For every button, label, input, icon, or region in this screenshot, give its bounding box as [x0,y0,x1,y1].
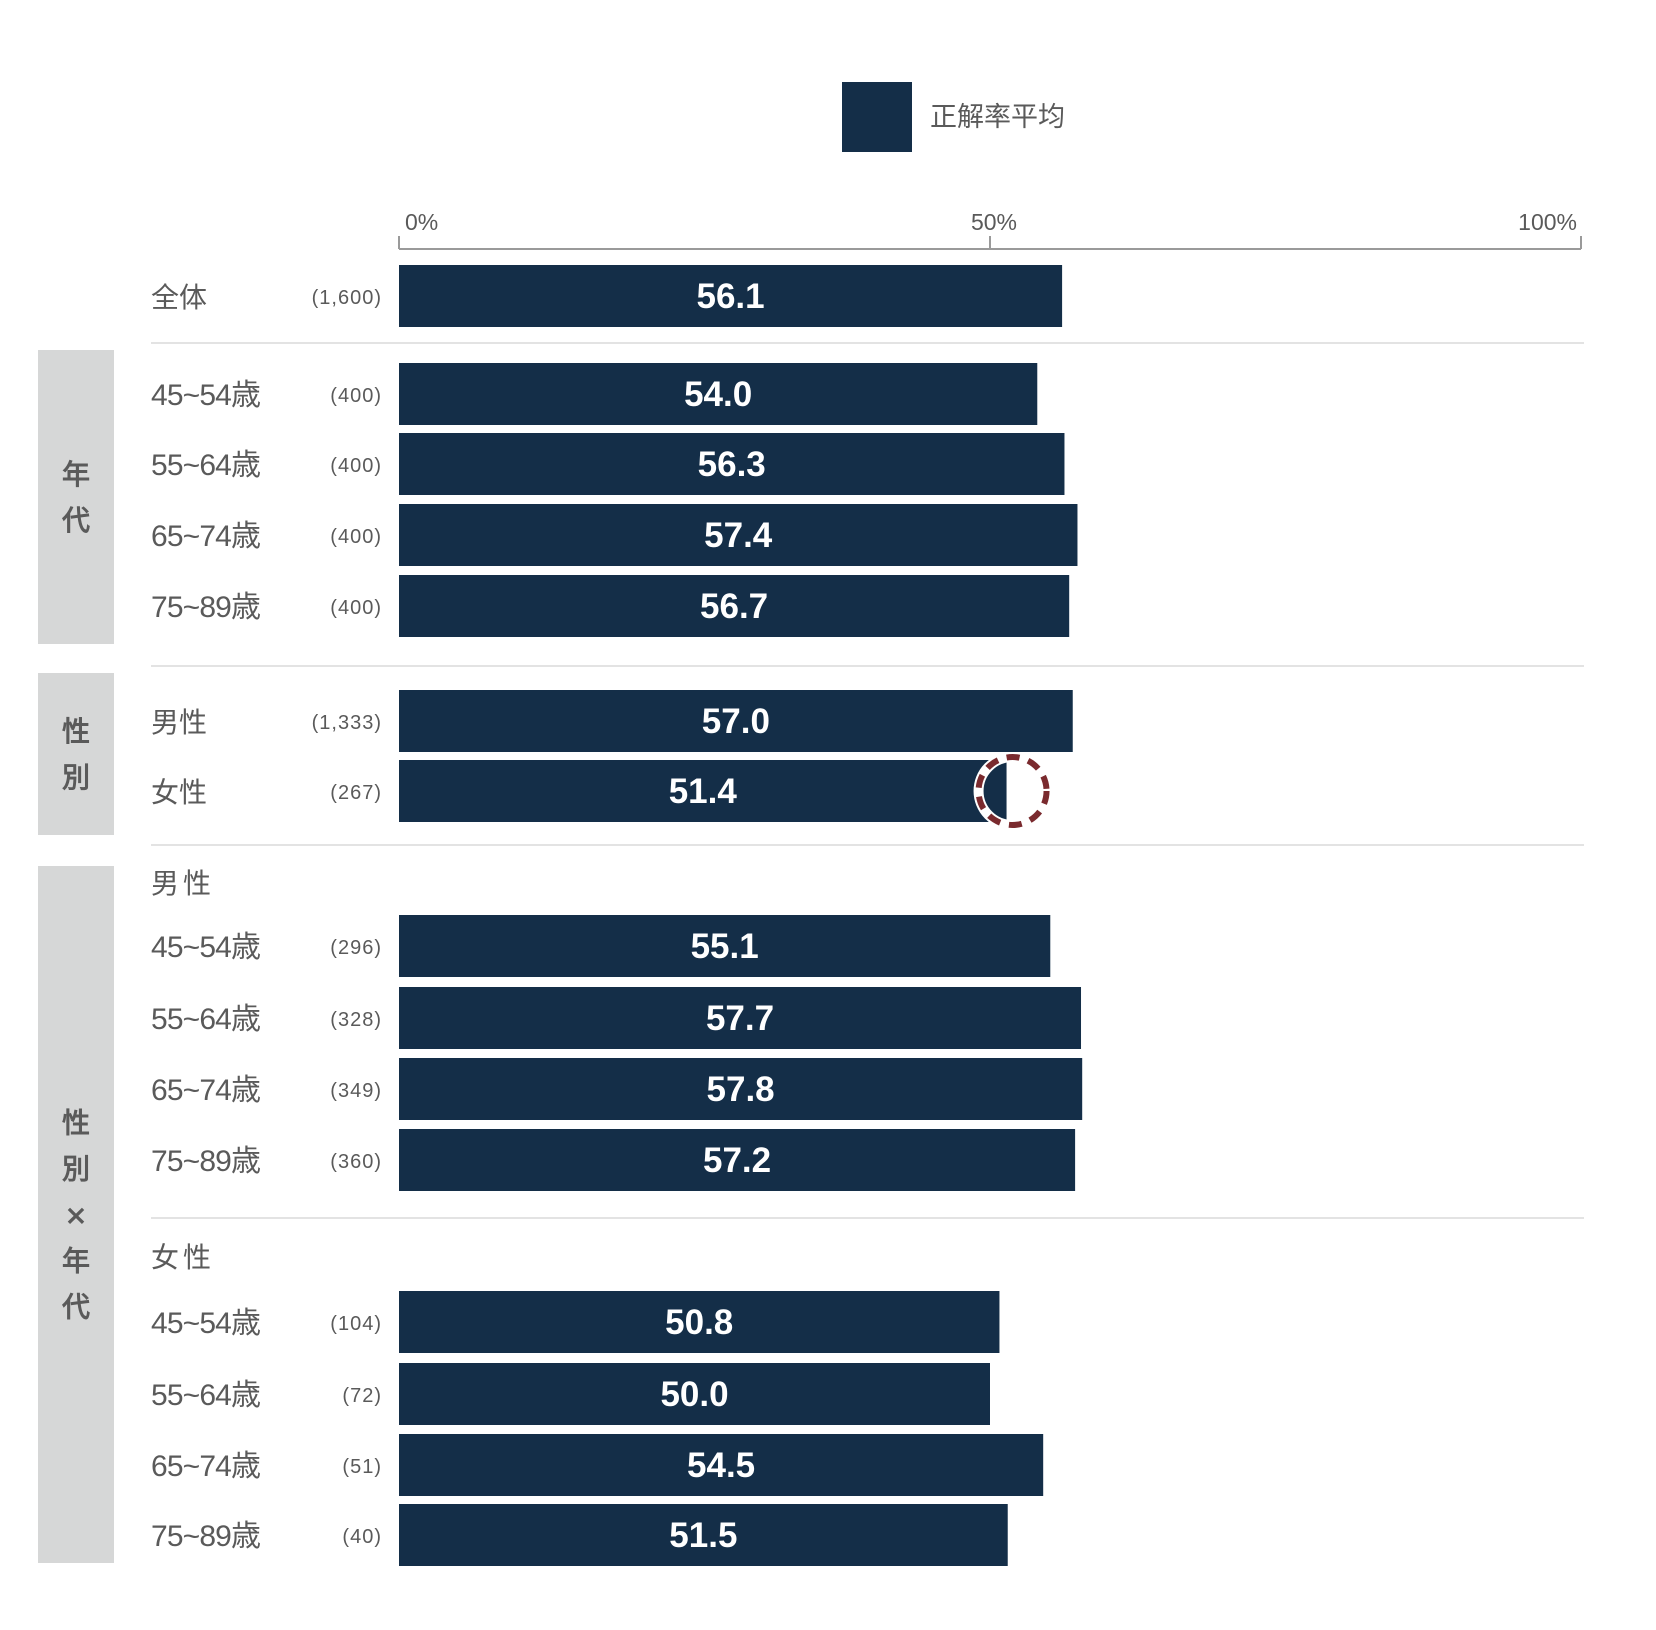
chart-rows: 全体 (1,600) 56.1 45~54歳 (400) 54.0 55~64歳 (400) 5… [151,265,1083,1566]
data-label: 57.8 [707,1070,775,1109]
data-label: 56.3 [698,445,766,484]
sample-size-label: (1,600) [312,287,382,309]
data-label: 50.0 [660,1375,728,1414]
group-label: 性別×年代 [61,1107,90,1324]
category-label: 65~74歳 [151,1074,261,1107]
subgroup-header: 女性 [151,1241,215,1274]
bar [399,504,1078,566]
category-label: 55~64歳 [151,1003,261,1036]
category-label: 全体 [151,281,207,314]
sample-size-label: (296) [330,937,382,959]
data-label: 50.8 [665,1303,733,1342]
bar [399,1129,1076,1191]
category-label: 65~74歳 [151,1450,261,1483]
data-label: 57.2 [703,1141,771,1180]
x-axis: 0% 50% 100% [398,209,1582,250]
bar [399,1434,1044,1496]
x-tick-label-0: 0% [405,209,438,235]
category-label: 45~54歳 [151,931,261,964]
bar [399,265,1063,327]
legend-swatch [842,82,912,152]
category-label: 75~89歳 [151,1520,261,1553]
sample-size-label: (51) [342,1456,382,1478]
bar [399,1363,990,1425]
sample-size-label: (400) [330,455,382,477]
data-label: 56.1 [696,277,764,316]
category-label: 女性 [151,776,207,809]
sample-size-label: (328) [330,1009,382,1031]
category-label: 45~54歳 [151,1307,261,1340]
bar [399,363,1038,425]
legend: 正解率平均 [842,82,1065,152]
legend-label: 正解率平均 [930,102,1065,133]
data-label: 56.7 [700,587,768,626]
category-label: 55~64歳 [151,1379,261,1412]
data-label: 51.5 [669,1516,737,1555]
category-label: 55~64歳 [151,449,261,482]
sample-size-label: (349) [330,1080,382,1102]
bar [399,915,1051,977]
sample-size-label: (267) [330,782,382,804]
group-band [38,866,114,1563]
sample-size-label: (400) [330,526,382,548]
x-tick-label-50: 50% [971,209,1017,235]
group-label: 性別 [62,715,90,794]
sample-size-label: (72) [342,1385,382,1407]
bar [399,1504,1008,1566]
category-label: 45~54歳 [151,379,261,412]
sample-size-label: (360) [330,1151,382,1173]
data-label: 54.0 [684,375,752,414]
data-label: 55.1 [691,927,759,966]
subgroup-header: 男性 [151,867,215,900]
category-label: 男性 [151,706,207,739]
bar [399,433,1065,495]
sample-size-label: (40) [342,1526,382,1548]
category-label: 75~89歳 [151,591,261,624]
data-label: 57.7 [706,999,774,1038]
bar [399,575,1070,637]
data-label: 54.5 [687,1446,755,1485]
bar [399,1291,1000,1353]
bar [399,760,1007,822]
data-label: 51.4 [669,772,738,811]
highlight-ring [975,754,1050,828]
category-label: 65~74歳 [151,520,261,553]
category-label: 75~89歳 [151,1145,261,1178]
sample-size-label: (1,333) [312,712,382,734]
data-label: 57.4 [704,516,773,555]
x-tick-label-100: 100% [1518,209,1577,235]
sample-size-label: (400) [330,597,382,619]
group-band [38,350,114,644]
bar [399,1058,1083,1120]
row-separators [151,342,1584,1219]
bar [399,690,1073,752]
sample-size-label: (104) [330,1313,382,1335]
highlight-marker [973,752,1052,830]
sample-size-label: (400) [330,385,382,407]
group-label: 年代 [61,458,90,537]
bar [399,987,1082,1049]
data-label: 57.0 [702,702,770,741]
group-band [38,673,114,835]
